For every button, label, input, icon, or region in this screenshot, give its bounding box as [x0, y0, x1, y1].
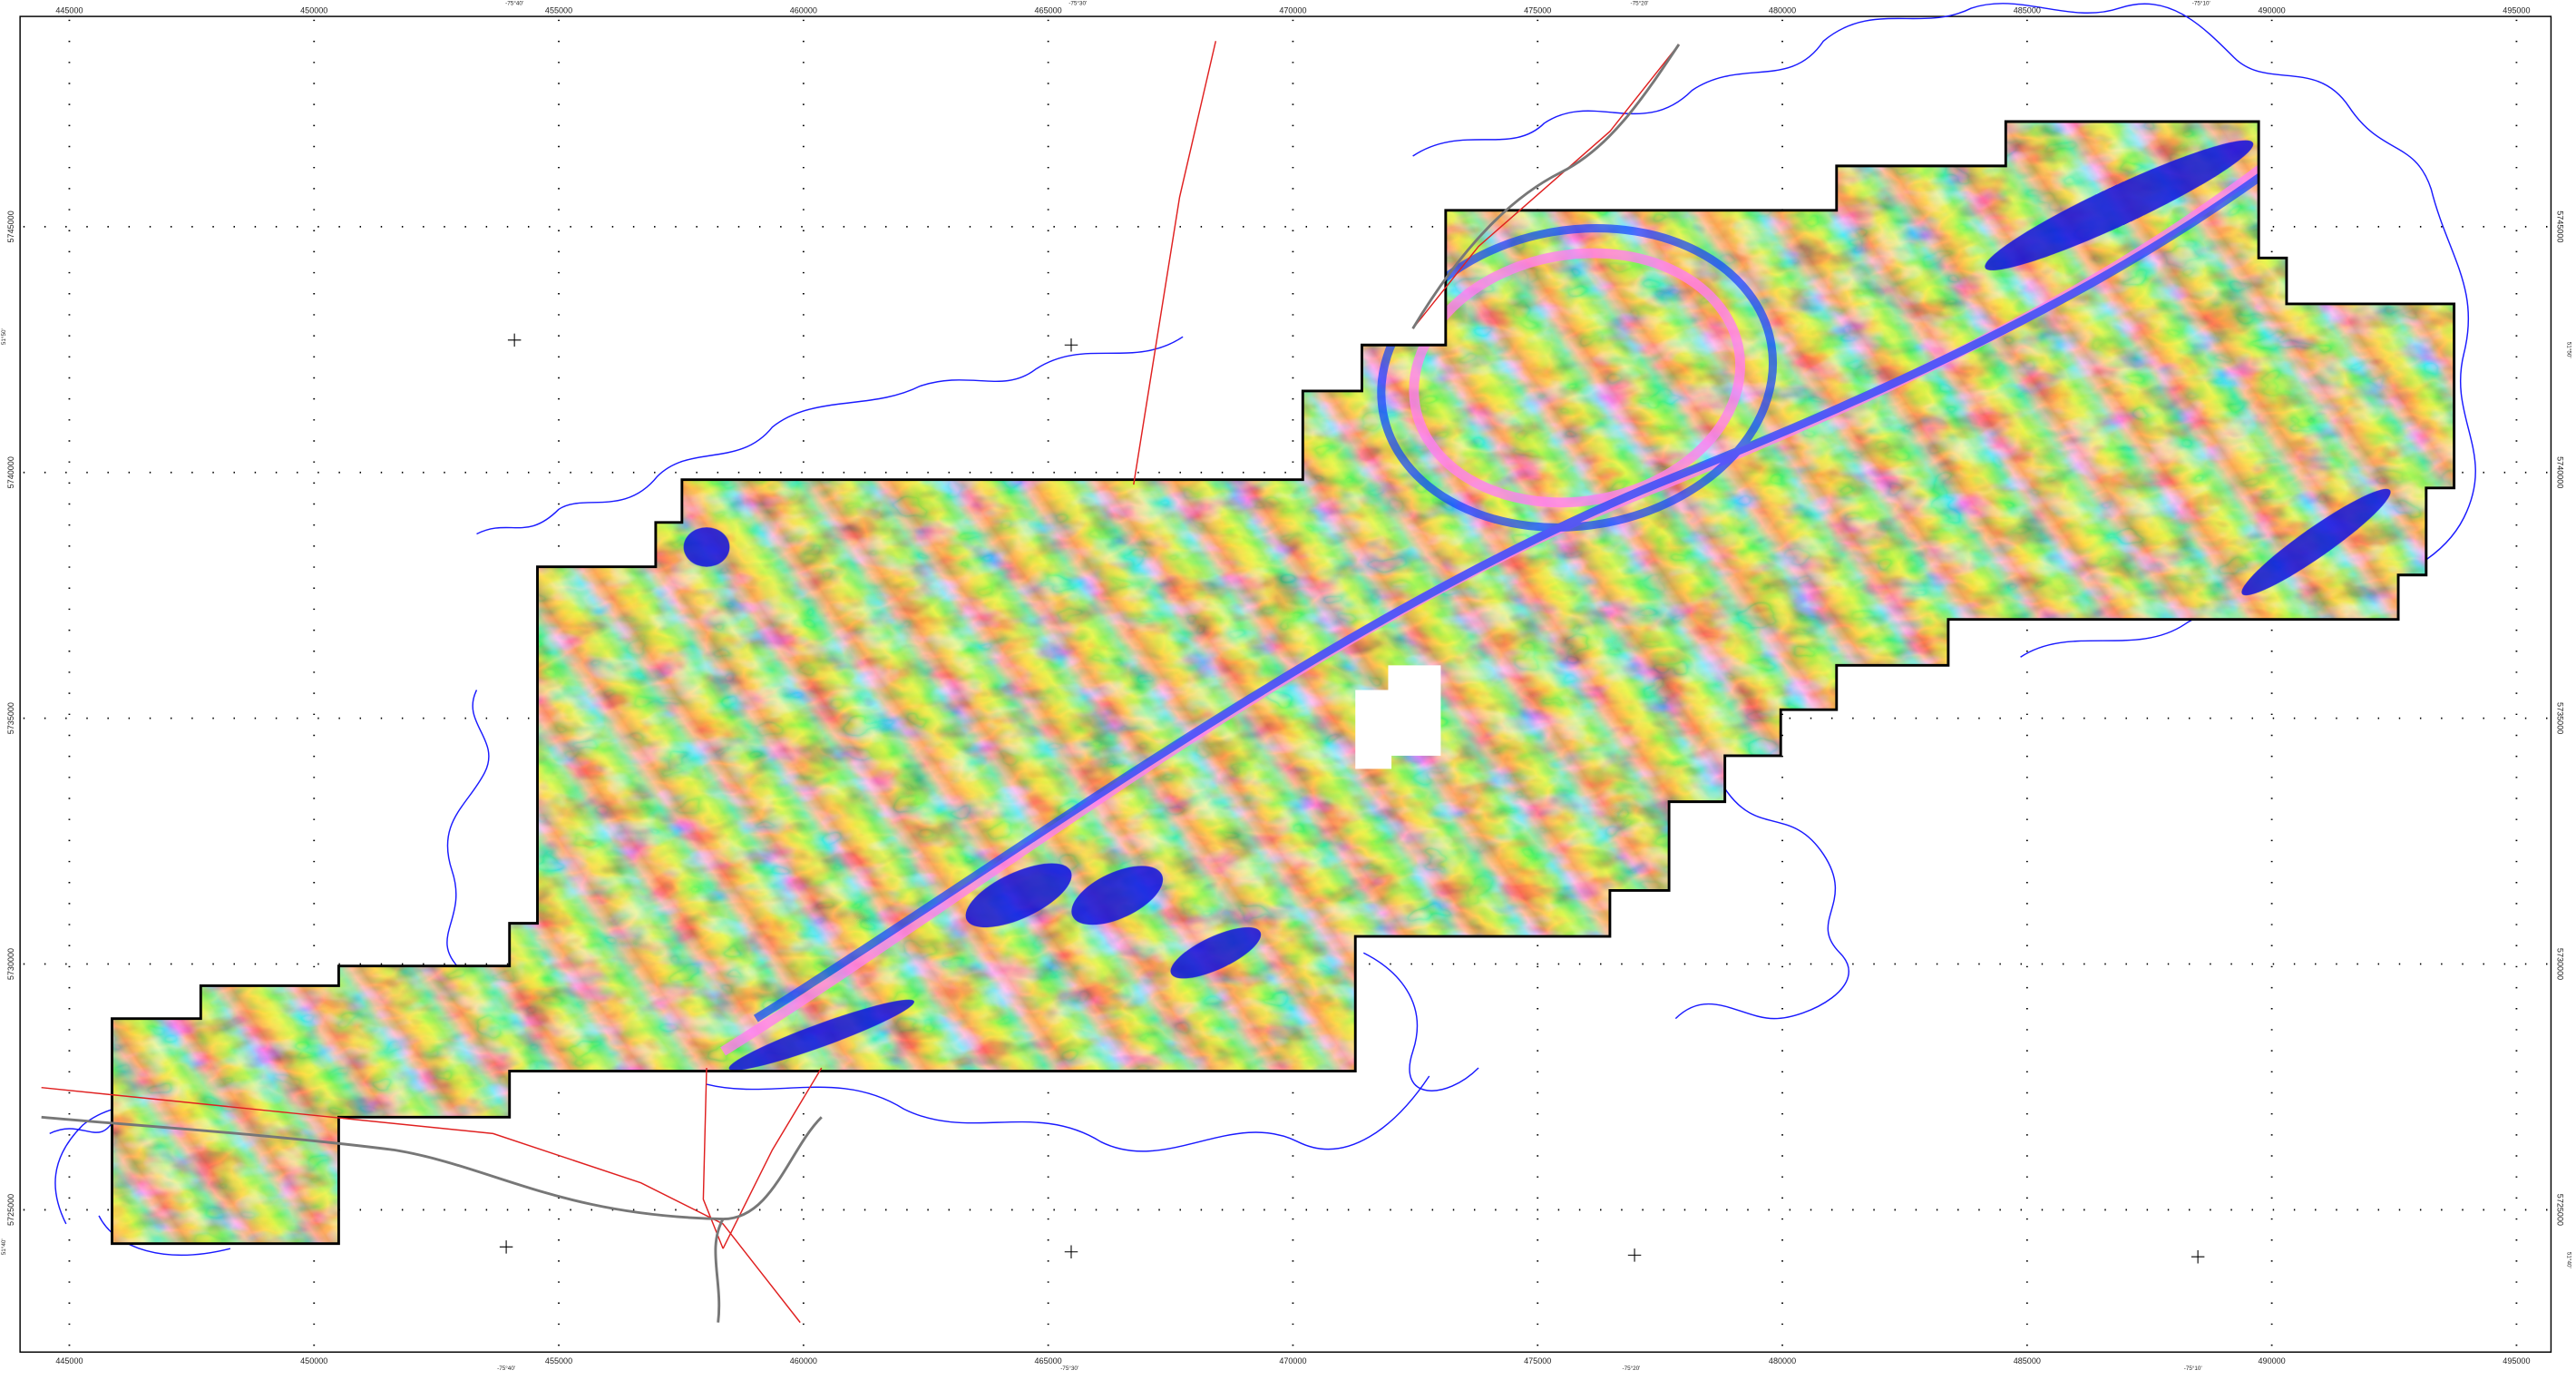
longitude-label: -75°20' [1622, 1365, 1640, 1372]
easting-label: 450000 [300, 5, 327, 15]
easting-label: 475000 [1524, 1356, 1551, 1365]
northing-label: 5740000 [2556, 456, 2565, 488]
northing-label: 5740000 [6, 456, 15, 488]
easting-label: 445000 [55, 1356, 83, 1365]
easting-label: 475000 [1524, 5, 1551, 15]
northing-label: 5725000 [6, 1194, 15, 1226]
longitude-label: -75°10' [2184, 1365, 2202, 1372]
easting-label: 470000 [1279, 5, 1306, 15]
easting-label: 470000 [1279, 1356, 1306, 1365]
easting-label: 465000 [1035, 1356, 1062, 1365]
easting-label: 490000 [2259, 5, 2286, 15]
longitude-label: -75°40' [497, 1365, 515, 1372]
northing-label: 5745000 [2556, 210, 2565, 242]
longitude-label: -75°20' [1631, 0, 1649, 6]
data-gap [1388, 665, 1440, 756]
page: 445000 450000 455000 460000 465000 470000 4750… [0, 0, 2576, 1380]
longitude-label: -75°30' [1060, 1365, 1078, 1372]
easting-label: 490000 [2259, 1356, 2286, 1365]
easting-label: 495000 [2503, 5, 2530, 15]
easting-label: 495000 [2503, 1356, 2530, 1365]
magnetic-grid [99, 99, 2481, 1266]
latitude-label: 51°40' [2566, 1252, 2573, 1268]
data-gap [1355, 690, 1391, 769]
latitude-label: 51°50' [2566, 342, 2573, 358]
latitude-label: 51°50' [0, 328, 7, 345]
easting-label: 485000 [2014, 1356, 2041, 1365]
longitude-label: -75°10' [2192, 0, 2210, 6]
easting-label: 455000 [545, 5, 572, 15]
easting-label: 460000 [790, 5, 817, 15]
northing-label: 5725000 [2556, 1194, 2565, 1226]
easting-label: 455000 [545, 1356, 572, 1365]
longitude-label: -75°40' [505, 0, 523, 6]
northing-label: 5730000 [6, 948, 15, 980]
easting-label: 480000 [1769, 1356, 1796, 1365]
latitude-label: 51°40' [0, 1238, 7, 1255]
easting-label: 480000 [1769, 5, 1796, 15]
northing-label: 5745000 [6, 210, 15, 242]
northing-label: 5735000 [6, 702, 15, 734]
easting-label: 485000 [2014, 5, 2041, 15]
easting-label: 445000 [55, 5, 83, 15]
easting-label: 465000 [1035, 5, 1062, 15]
northing-label: 5735000 [2556, 702, 2565, 734]
northing-label: 5730000 [2556, 948, 2565, 980]
easting-label: 460000 [790, 1356, 817, 1365]
longitude-label: -75°30' [1068, 0, 1087, 6]
easting-label: 450000 [300, 1356, 327, 1365]
map: 445000 450000 455000 460000 465000 470000 4750… [0, 0, 2576, 1380]
